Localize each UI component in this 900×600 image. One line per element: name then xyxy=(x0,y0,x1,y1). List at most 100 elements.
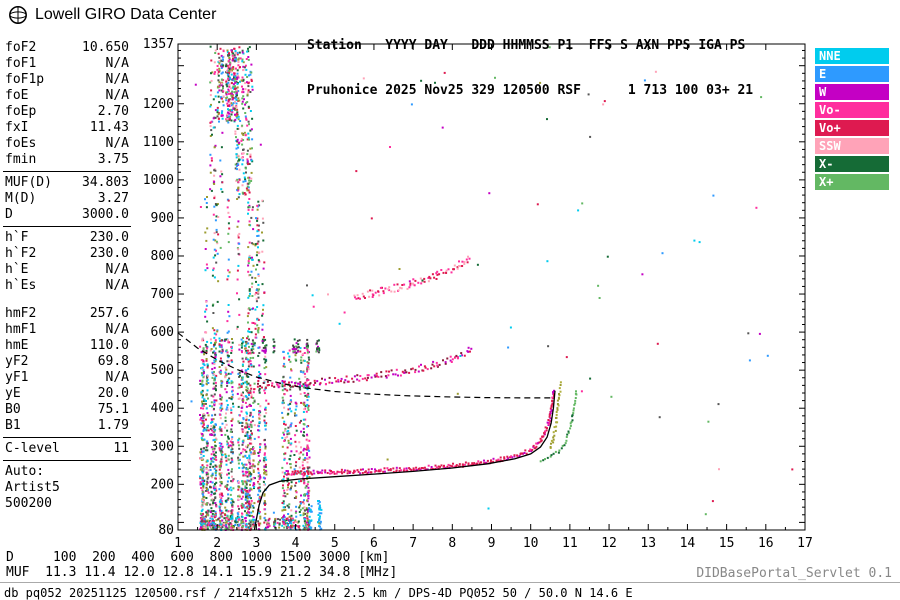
param-row: B1 1.79 xyxy=(3,418,131,434)
param-row: foF1p N/A xyxy=(3,72,131,88)
d-distance-row: D 100 200 400 600 800 1000 1500 3000 [km… xyxy=(6,550,390,565)
param-label: foF2 xyxy=(5,40,37,55)
true-height-profile-curve xyxy=(253,390,556,531)
panel-divider xyxy=(3,171,131,172)
param-row: foF1 N/A xyxy=(3,56,131,72)
param-row: hmE 110.0 xyxy=(3,338,131,354)
param-label: foEp xyxy=(5,104,37,119)
logo-text: Lowell GIRO Data Center xyxy=(35,6,217,23)
param-row: yF1 N/A xyxy=(3,370,131,386)
param-value: 230.0 xyxy=(89,246,129,261)
param-label: h`Es xyxy=(5,278,37,293)
param-label: D xyxy=(5,207,13,222)
autoscaler-label: 500200 xyxy=(5,496,52,511)
param-row: foE N/A xyxy=(3,88,131,104)
param-label: h`F2 xyxy=(5,246,37,261)
param-value: 34.803 xyxy=(82,175,129,190)
param-row: yE 20.0 xyxy=(3,386,131,402)
panel-divider xyxy=(3,226,131,227)
svg-text:800: 800 xyxy=(151,249,174,264)
param-row: C-level 11 xyxy=(3,441,131,457)
param-value: 1.79 xyxy=(97,418,129,433)
param-row: fxI 11.43 xyxy=(3,120,131,136)
param-row: D 3000.0 xyxy=(3,207,131,223)
svg-text:12: 12 xyxy=(601,536,617,551)
param-value: 69.8 xyxy=(97,354,129,369)
ionogram-header: Station YYYY DAY DDD HHMMSS P1 FFS S AXN… xyxy=(307,8,753,113)
param-value: 3.75 xyxy=(97,152,129,167)
status-line: db pq052 20251125 120500.rsf / 214fx512h… xyxy=(4,586,633,600)
panel-divider xyxy=(3,437,131,438)
legend-item-x-plus: X+ xyxy=(815,174,889,190)
param-label: foE xyxy=(5,88,29,103)
legend-item-x-minus: X- xyxy=(815,156,889,172)
svg-text:2: 2 xyxy=(213,536,221,551)
param-label: hmF1 xyxy=(5,322,37,337)
param-value: 257.6 xyxy=(89,306,129,321)
param-row: foEs N/A xyxy=(3,136,131,152)
param-label: hmF2 xyxy=(5,306,37,321)
ionogram-plot: 1 2 3 4 5 6 7 8 9 10 11 12 13 14 15 16 17135712001100100… xyxy=(143,37,813,551)
svg-text:4: 4 xyxy=(292,536,300,551)
param-row: h`Es N/A xyxy=(3,278,131,294)
svg-text:7: 7 xyxy=(409,536,417,551)
svg-text:700: 700 xyxy=(151,287,174,302)
svg-text:500: 500 xyxy=(151,363,174,378)
svg-text:6: 6 xyxy=(370,536,378,551)
param-value: 3000.0 xyxy=(82,207,129,222)
autoscaler-label: Artist5 xyxy=(5,480,60,495)
param-label: hmE xyxy=(5,338,29,353)
header-columns-line: Station YYYY DAY DDD HHMMSS P1 FFS S AXN… xyxy=(307,38,746,53)
param-label: M(D) xyxy=(5,191,37,206)
giro-logo[interactable]: Lowell GIRO Data Center xyxy=(8,5,216,25)
legend-item-vo-minus: Vo- xyxy=(815,102,889,118)
servlet-version-label: DIDBasePortal_Servlet 0.1 xyxy=(696,566,892,581)
param-value: 20.0 xyxy=(97,386,129,401)
autoscaler-label: Auto: xyxy=(5,464,45,479)
param-value: N/A xyxy=(105,56,129,71)
param-label: foEs xyxy=(5,136,37,151)
svg-text:600: 600 xyxy=(151,325,174,340)
param-row: h`F 230.0 xyxy=(3,230,131,246)
svg-text:14: 14 xyxy=(680,536,696,551)
header-station-line: Pruhonice 2025 Nov25 329 120500 RSF 1 71… xyxy=(307,83,754,98)
param-label: C-level xyxy=(5,441,60,456)
param-row: h`E N/A xyxy=(3,262,131,278)
param-value: N/A xyxy=(105,88,129,103)
param-value: 110.0 xyxy=(89,338,129,353)
svg-text:80: 80 xyxy=(158,523,174,538)
axes: 1 2 3 4 5 6 7 8 9 10 11 12 13 14 15 16 17135712001100100… xyxy=(143,37,813,551)
legend-item-e: E xyxy=(815,66,889,82)
svg-text:3: 3 xyxy=(252,536,260,551)
svg-text:200: 200 xyxy=(151,477,174,492)
param-label: h`F xyxy=(5,230,29,245)
param-row: yF2 69.8 xyxy=(3,354,131,370)
param-value: 11 xyxy=(113,441,129,456)
param-value: N/A xyxy=(105,262,129,277)
param-label: foF1p xyxy=(5,72,45,87)
svg-text:5: 5 xyxy=(331,536,339,551)
svg-text:16: 16 xyxy=(758,536,774,551)
svg-text:400: 400 xyxy=(151,401,174,416)
plot-frame xyxy=(177,43,806,531)
svg-text:300: 300 xyxy=(151,439,174,454)
legend-item-w: W xyxy=(815,84,889,100)
status-separator xyxy=(0,582,900,583)
param-value: N/A xyxy=(105,278,129,293)
echo-dots xyxy=(190,45,794,531)
param-value: 11.43 xyxy=(89,120,129,135)
direction-legend: NNE E W Vo- Vo+ SSW X- X+ xyxy=(815,48,889,192)
param-row: foF2 10.650 xyxy=(3,40,131,56)
param-value: N/A xyxy=(105,370,129,385)
panel-gap xyxy=(3,294,131,306)
param-label: B0 xyxy=(5,402,21,417)
globe-icon xyxy=(9,6,27,24)
parameter-panel: foF2 10.650 foF1 N/A foF1p N/A foE N/A foEp 2.70 f… xyxy=(3,40,131,512)
param-row: foEp 2.70 xyxy=(3,104,131,120)
svg-text:900: 900 xyxy=(151,211,174,226)
panel-divider xyxy=(3,460,131,461)
param-row: h`F2 230.0 xyxy=(3,246,131,262)
param-value: 230.0 xyxy=(89,230,129,245)
param-label: yF2 xyxy=(5,354,29,369)
